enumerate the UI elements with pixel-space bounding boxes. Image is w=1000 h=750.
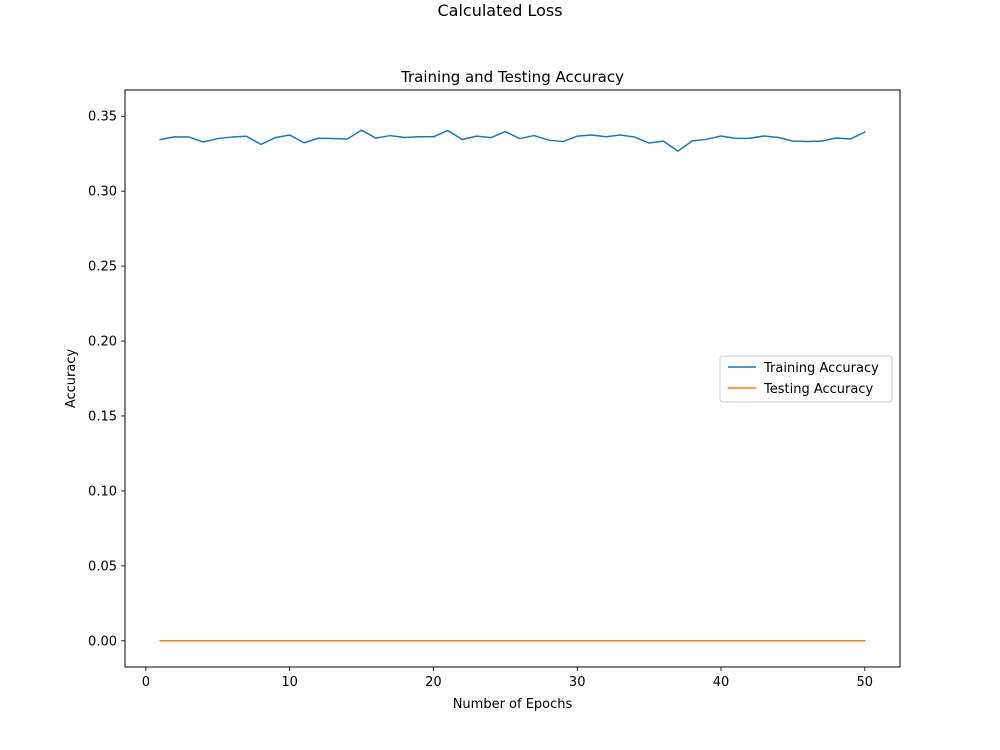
y-tick-label: 0.05 (88, 559, 117, 574)
legend: Training Accuracy Testing Accuracy (719, 355, 893, 403)
plot-frame (124, 89, 901, 668)
series-layer (159, 129, 866, 642)
y-tick-label: 0.30 (88, 185, 117, 200)
y-tick-label: 0.00 (88, 634, 117, 649)
y-axis: 0.00 0.05 0.10 0.15 0.20 0.25 0.30 0.35 (88, 110, 125, 649)
x-tick-label: 50 (856, 675, 873, 690)
x-tick-label: 20 (425, 675, 442, 690)
y-tick-label: 0.25 (88, 260, 117, 275)
x-tick-label: 30 (569, 675, 586, 690)
chart-title: Training and Testing Accuracy (400, 68, 624, 86)
x-tick-label: 0 (142, 675, 150, 690)
legend-box (719, 355, 893, 403)
legend-label-1: Training Accuracy (763, 361, 879, 376)
y-axis-label: Accuracy (64, 349, 79, 409)
series-line-1 (159, 129, 866, 152)
x-axis: 0 10 20 30 40 50 (142, 667, 873, 690)
y-tick-label: 0.35 (88, 110, 117, 125)
x-tick-label: 40 (713, 675, 730, 690)
x-tick-label: 10 (281, 675, 298, 690)
legend-label-2: Testing Accuracy (763, 382, 873, 397)
y-tick-label: 0.10 (88, 484, 117, 499)
figure-suptitle: Calculated Loss (437, 1, 562, 20)
y-tick-label: 0.15 (88, 409, 117, 424)
x-axis-label: Number of Epochs (453, 697, 573, 712)
y-tick-label: 0.20 (88, 335, 117, 350)
